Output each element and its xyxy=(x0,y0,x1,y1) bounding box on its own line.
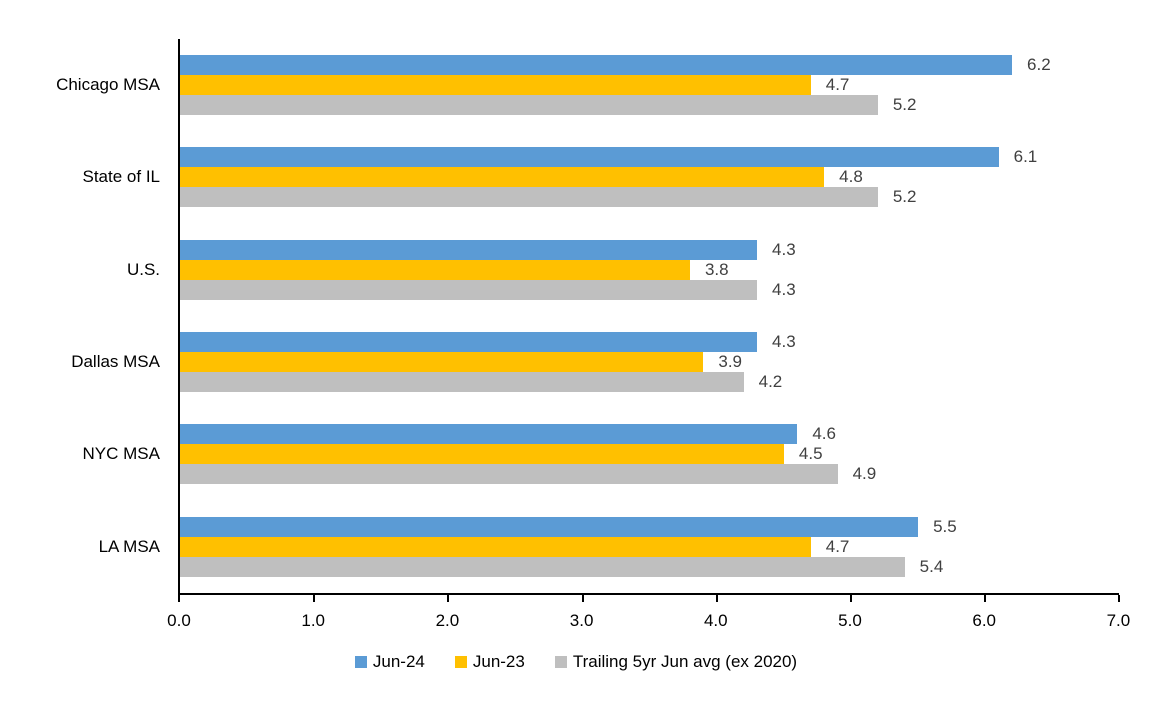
data-label-jun-24-chicago-msa: 6.2 xyxy=(1027,55,1051,75)
data-label-jun-23-u-s: 3.8 xyxy=(704,259,729,279)
bar-jun-23-nyc-msa xyxy=(180,444,784,465)
data-label-jun-23-chicago-msa: 4.7 xyxy=(825,75,850,95)
bar-trailing-5yr-jun-avg-ex-2020-nyc-msa xyxy=(180,464,838,485)
data-label-trailing-5yr-jun-avg-ex-2020-dallas-msa: 4.2 xyxy=(758,372,783,392)
category-label-u-s: U.S. xyxy=(126,259,160,279)
category-label-la-msa: LA MSA xyxy=(98,536,160,556)
bar-jun-23-dallas-msa xyxy=(180,352,704,373)
data-label-trailing-5yr-jun-avg-ex-2020-nyc-msa: 4.9 xyxy=(852,464,877,484)
x-axis-line xyxy=(178,593,1120,595)
x-tick-label-7-0: 7.0 xyxy=(1106,611,1131,630)
bar-jun-24-chicago-msa xyxy=(180,55,1013,76)
bar-jun-24-nyc-msa xyxy=(180,424,798,445)
x-tick-label-4-0: 4.0 xyxy=(703,611,728,630)
legend-swatch-icon-jun-24 xyxy=(354,656,367,668)
data-label-trailing-5yr-jun-avg-ex-2020-state-of-il: 5.2 xyxy=(892,187,917,207)
data-label-jun-24-dallas-msa: 4.3 xyxy=(772,332,796,352)
data-label-jun-24-nyc-msa: 4.6 xyxy=(812,424,836,444)
category-label-nyc-msa: NYC MSA xyxy=(82,444,160,464)
data-label-trailing-5yr-jun-avg-ex-2020-u-s: 4.3 xyxy=(772,279,796,299)
data-label-jun-23-nyc-msa: 4.5 xyxy=(798,444,823,464)
data-label-jun-24-u-s: 4.3 xyxy=(772,239,796,259)
x-tick-6-0 xyxy=(984,595,987,602)
data-label-trailing-5yr-jun-avg-ex-2020-chicago-msa: 5.2 xyxy=(892,95,917,115)
bar-jun-24-la-msa xyxy=(180,516,919,537)
x-tick-5-0 xyxy=(850,595,852,602)
x-tick-label-3-0: 3.0 xyxy=(569,611,594,630)
bar-jun-23-state-of-il xyxy=(180,167,825,188)
x-tick-2-0 xyxy=(447,595,450,602)
x-tick-label-6-0: 6.0 xyxy=(972,611,996,630)
bar-trailing-5yr-jun-avg-ex-2020-chicago-msa xyxy=(180,95,878,116)
bar-jun-23-la-msa xyxy=(180,536,811,557)
category-label-state-of-il: State of IL xyxy=(82,167,161,187)
bar-trailing-5yr-jun-avg-ex-2020-state-of-il xyxy=(180,187,878,208)
bar-jun-23-u-s xyxy=(180,259,690,280)
x-tick-label-1-0: 1.0 xyxy=(301,611,325,630)
legend: Jun-24 Jun-23 Trailing 5yr Jun avg (ex 202… xyxy=(0,652,1152,672)
x-tick-label-5-0: 5.0 xyxy=(838,611,862,630)
data-label-jun-23-state-of-il: 4.8 xyxy=(839,167,863,187)
data-label-jun-23-dallas-msa: 3.9 xyxy=(718,352,743,372)
bar-jun-24-state-of-il xyxy=(180,147,999,168)
x-tick-label-0-0: 0.0 xyxy=(167,611,191,630)
legend-label-jun-24: Jun-24 xyxy=(372,652,425,671)
x-tick-label-2-0: 2.0 xyxy=(435,611,460,630)
data-label-jun-24-la-msa: 5.5 xyxy=(933,516,957,536)
bar-jun-24-dallas-msa xyxy=(180,332,758,353)
legend-label-trailing-5yr-jun-avg-ex-2020: Trailing 5yr Jun avg (ex 2020) xyxy=(572,652,798,671)
bar-trailing-5yr-jun-avg-ex-2020-dallas-msa xyxy=(180,372,744,393)
legend-swatch-icon-jun-23 xyxy=(454,656,467,668)
x-tick-1-0 xyxy=(313,595,316,602)
legend-swatch-icon-trailing-5yr-jun-avg-ex-2020 xyxy=(554,656,567,668)
x-tick-7-0 xyxy=(1118,595,1121,602)
category-label-dallas-msa: Dallas MSA xyxy=(71,352,160,372)
legend-label-jun-23: Jun-23 xyxy=(472,652,525,671)
x-tick-3-0 xyxy=(581,595,584,602)
bar-jun-24-u-s xyxy=(180,239,758,260)
x-tick-4-0 xyxy=(715,595,718,602)
data-label-jun-23-la-msa: 4.7 xyxy=(825,536,850,556)
bar-trailing-5yr-jun-avg-ex-2020-u-s xyxy=(180,279,758,300)
legend-item-jun-23: Jun-23 xyxy=(454,652,525,672)
y-axis-line xyxy=(178,39,180,602)
data-label-jun-24-state-of-il: 6.1 xyxy=(1013,147,1038,167)
data-label-trailing-5yr-jun-avg-ex-2020-la-msa: 5.4 xyxy=(919,556,944,576)
category-label-chicago-msa: Chicago MSA xyxy=(56,75,160,95)
bar-jun-23-chicago-msa xyxy=(180,75,811,96)
legend-item-trailing-5yr-jun-avg-ex-2020: Trailing 5yr Jun avg (ex 2020) xyxy=(554,652,798,672)
legend-item-jun-24: Jun-24 xyxy=(354,652,425,672)
bar-trailing-5yr-jun-avg-ex-2020-la-msa xyxy=(180,556,905,577)
